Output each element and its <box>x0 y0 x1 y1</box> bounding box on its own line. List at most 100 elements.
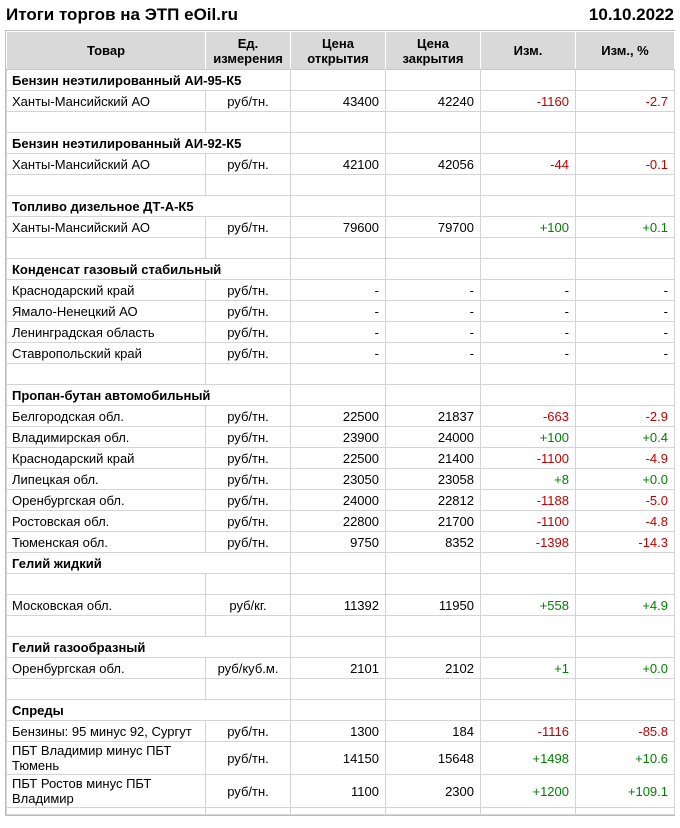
empty-cell <box>575 132 675 154</box>
close-cell: - <box>385 279 481 301</box>
product-cell: Липецкая обл. <box>6 468 206 490</box>
spacer-row <box>6 615 675 637</box>
empty-cell <box>6 237 206 259</box>
column-header-unit: Ед. измерения <box>205 31 291 70</box>
close-cell: 21837 <box>385 405 481 427</box>
unit-cell: руб/куб.м. <box>205 657 291 679</box>
change-cell: - <box>480 321 576 343</box>
spacer-row <box>6 174 675 196</box>
table-header-row: Товар Ед. измерения Цена открытия Цена закр… <box>6 31 675 70</box>
empty-cell <box>6 363 206 385</box>
table-row: Ханты-Мансийский АО руб/тн. 43400 42240 -116… <box>6 90 675 112</box>
product-cell: Владимирская обл. <box>6 426 206 448</box>
empty-cell <box>205 573 291 595</box>
empty-cell <box>290 615 386 637</box>
change-cell: +100 <box>480 216 576 238</box>
empty-cell <box>385 258 481 280</box>
open-cell: - <box>290 321 386 343</box>
close-cell: - <box>385 342 481 364</box>
open-cell: - <box>290 300 386 322</box>
empty-cell <box>575 384 675 406</box>
table-row: Тюменская обл. руб/тн. 9750 8352 -1398 -14.3 <box>6 531 675 553</box>
change-cell: -1100 <box>480 447 576 469</box>
empty-cell <box>385 174 481 196</box>
change-pct-cell: +0.0 <box>575 468 675 490</box>
empty-cell <box>6 111 206 133</box>
product-cell: Московская обл. <box>6 594 206 616</box>
open-cell: - <box>290 279 386 301</box>
section-row: Бензин неэтилированный АИ-92-К5 <box>6 132 675 154</box>
section-title: Бензин неэтилированный АИ-92-К5 <box>6 132 291 154</box>
empty-cell <box>6 573 206 595</box>
close-cell: 42240 <box>385 90 481 112</box>
change-pct-cell: -2.9 <box>575 405 675 427</box>
unit-cell: руб/тн. <box>205 510 291 532</box>
spacer-row <box>6 573 675 595</box>
empty-cell <box>385 69 481 91</box>
empty-cell <box>205 174 291 196</box>
table-row: Белгородская обл. руб/тн. 22500 21837 -663 -2… <box>6 405 675 427</box>
empty-cell <box>480 552 576 574</box>
product-cell: ПБТ Владимир минус ПБТ Тюмень <box>6 741 206 775</box>
report-date: 10.10.2022 <box>588 5 674 24</box>
empty-cell <box>6 174 206 196</box>
column-header-product: Товар <box>6 31 206 70</box>
empty-cell <box>290 258 386 280</box>
change-pct-cell: - <box>575 300 675 322</box>
change-cell: - <box>480 300 576 322</box>
change-pct-cell: -4.8 <box>575 510 675 532</box>
close-cell: 2102 <box>385 657 481 679</box>
empty-cell <box>290 552 386 574</box>
empty-cell <box>575 552 675 574</box>
empty-cell <box>290 111 386 133</box>
section-title: Конденсат газовый стабильный <box>6 258 291 280</box>
table-row: ПБТ Ростов минус ПБТ Владимир руб/тн. 1100… <box>6 774 675 808</box>
empty-cell <box>575 69 675 91</box>
empty-cell <box>480 132 576 154</box>
empty-cell <box>6 615 206 637</box>
empty-cell <box>575 807 675 815</box>
empty-cell <box>480 807 576 815</box>
unit-cell: руб/тн. <box>205 741 291 775</box>
empty-cell <box>385 573 481 595</box>
empty-cell <box>290 384 386 406</box>
spacer-row <box>6 237 675 259</box>
change-pct-cell: - <box>575 342 675 364</box>
empty-cell <box>385 807 481 815</box>
empty-cell <box>205 363 291 385</box>
section-row: Пропан-бутан автомобильный <box>6 384 675 406</box>
open-cell: 43400 <box>290 90 386 112</box>
product-cell: ПБТ Ростов минус ПБТ Владимир <box>6 774 206 808</box>
product-cell: Ставропольский край <box>6 342 206 364</box>
empty-cell <box>385 699 481 721</box>
close-cell: 184 <box>385 720 481 742</box>
open-cell: 9750 <box>290 531 386 553</box>
empty-cell <box>290 678 386 700</box>
open-cell: 23050 <box>290 468 386 490</box>
empty-cell <box>385 678 481 700</box>
product-cell: Ямало-Ненецкий АО <box>6 300 206 322</box>
product-cell: Ханты-Мансийский АО <box>6 216 206 238</box>
unit-cell: руб/тн. <box>205 321 291 343</box>
column-header-close: Цена закрытия <box>385 31 481 70</box>
unit-cell: руб/тн. <box>205 90 291 112</box>
unit-cell: руб/тн. <box>205 720 291 742</box>
empty-cell <box>480 69 576 91</box>
empty-cell <box>290 237 386 259</box>
table-row: Бензины: 95 минус 92, Сургут руб/тн. 1300 1… <box>6 720 675 742</box>
empty-cell <box>480 699 576 721</box>
change-pct-cell: - <box>575 279 675 301</box>
change-cell: -1398 <box>480 531 576 553</box>
section-title: Спреды <box>6 699 291 721</box>
empty-cell <box>205 237 291 259</box>
empty-cell <box>290 636 386 658</box>
change-pct-cell: +10.6 <box>575 741 675 775</box>
empty-cell <box>385 552 481 574</box>
section-title: Пропан-бутан автомобильный <box>6 384 291 406</box>
close-cell: - <box>385 300 481 322</box>
empty-cell <box>575 615 675 637</box>
open-cell: 42100 <box>290 153 386 175</box>
empty-cell <box>480 573 576 595</box>
empty-cell <box>290 807 386 815</box>
close-cell: 23058 <box>385 468 481 490</box>
